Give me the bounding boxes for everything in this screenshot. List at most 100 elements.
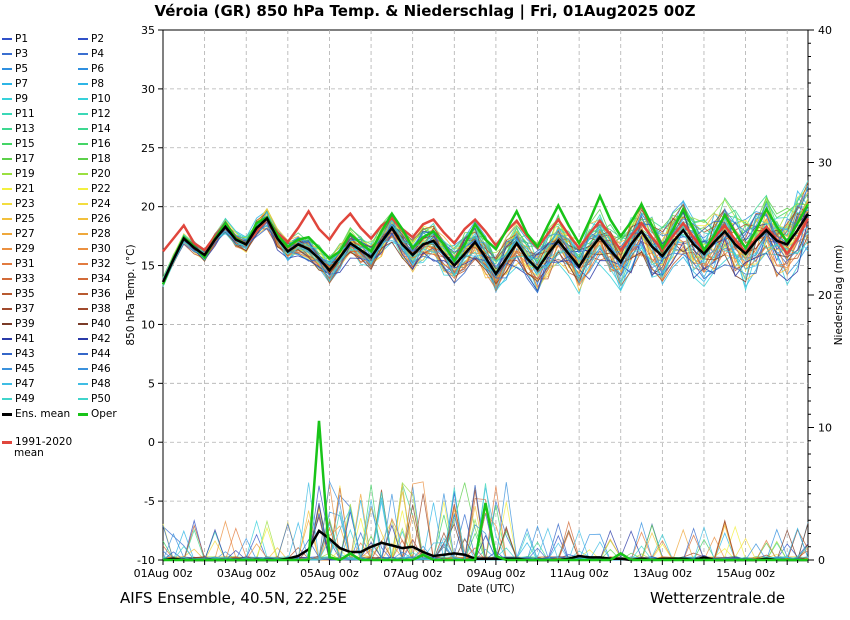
legend-label: Ens. mean bbox=[15, 408, 71, 420]
legend-item: P24 bbox=[78, 197, 111, 211]
legend-swatch bbox=[78, 278, 88, 280]
legend-swatch bbox=[78, 308, 88, 310]
legend-label: P15 bbox=[15, 138, 35, 150]
legend-label: P42 bbox=[91, 333, 111, 345]
legend-label: P7 bbox=[15, 78, 29, 90]
legend-label: P37 bbox=[15, 303, 35, 315]
legend-label: P40 bbox=[91, 318, 111, 330]
legend-swatch bbox=[2, 353, 12, 355]
legend-label: P29 bbox=[15, 243, 35, 255]
legend-label-climate-mean: mean bbox=[14, 447, 44, 459]
legend-item: P13 bbox=[2, 122, 35, 136]
legend-item: P35 bbox=[2, 287, 35, 301]
legend-swatch bbox=[78, 323, 88, 325]
legend-swatch bbox=[78, 368, 88, 370]
legend-item: P18 bbox=[78, 152, 111, 166]
legend-swatch bbox=[78, 98, 88, 100]
legend-swatch bbox=[2, 53, 12, 55]
chart-title: Véroia (GR) 850 hPa Temp. & Niederschlag… bbox=[154, 2, 696, 20]
legend-swatch bbox=[78, 53, 88, 55]
legend-label: P6 bbox=[91, 63, 105, 75]
legend-label: P48 bbox=[91, 378, 111, 390]
legend-item: P5 bbox=[2, 62, 28, 76]
legend-item: P27 bbox=[2, 227, 35, 241]
member-line-49 bbox=[162, 180, 809, 279]
legend-item: P7 bbox=[2, 77, 28, 91]
legend-label: P10 bbox=[91, 93, 111, 105]
x-tick-label: 07Aug 00z bbox=[383, 567, 442, 580]
legend-label: P13 bbox=[15, 123, 35, 135]
y-tick-label: 30 bbox=[141, 83, 155, 96]
legend-swatch bbox=[2, 323, 12, 325]
legend-label: P5 bbox=[15, 63, 29, 75]
legend-swatch bbox=[2, 440, 12, 444]
main-series bbox=[161, 192, 810, 562]
legend-item: P12 bbox=[78, 107, 111, 121]
legend-label: P2 bbox=[91, 33, 105, 45]
y-tick-label: 25 bbox=[141, 142, 155, 155]
legend-swatch bbox=[78, 113, 88, 115]
legend-label: P35 bbox=[15, 288, 35, 300]
legend-swatch bbox=[2, 83, 12, 85]
legend-swatch bbox=[78, 293, 88, 295]
legend-swatch bbox=[78, 128, 88, 130]
legend-item: P25 bbox=[2, 212, 35, 226]
legend-swatch bbox=[78, 68, 88, 70]
legend-item: P8 bbox=[78, 77, 104, 91]
legend-label: P19 bbox=[15, 168, 35, 180]
legend-item: P11 bbox=[2, 107, 35, 121]
legend-item: P1 bbox=[2, 32, 28, 46]
legend-swatch bbox=[2, 398, 12, 400]
legend-swatch bbox=[78, 218, 88, 220]
legend-swatch bbox=[2, 113, 12, 115]
y-tick-label: 35 bbox=[141, 24, 155, 37]
legend-swatch bbox=[2, 412, 12, 416]
legend-label: P36 bbox=[91, 288, 111, 300]
legend-item: P40 bbox=[78, 317, 111, 331]
legend-item: P33 bbox=[2, 272, 35, 286]
legend-swatch bbox=[2, 248, 12, 250]
legend-item: P4 bbox=[78, 47, 104, 61]
legend-item: P45 bbox=[2, 362, 35, 376]
model-info: AIFS Ensemble, 40.5N, 22.25E bbox=[120, 589, 348, 607]
y-tick-label: -5 bbox=[144, 495, 155, 508]
y2-tick-label: 10 bbox=[818, 422, 832, 435]
legend-swatch bbox=[78, 233, 88, 235]
legend-label: 1991-2020 bbox=[15, 436, 73, 448]
legend-swatch bbox=[2, 308, 12, 310]
x-axis-label: Date (UTC) bbox=[457, 583, 514, 595]
y-tick-label: -10 bbox=[137, 554, 155, 567]
grid bbox=[163, 30, 808, 560]
legend-swatch bbox=[78, 353, 88, 355]
legend-swatch bbox=[78, 173, 88, 175]
legend-swatch bbox=[2, 338, 12, 340]
legend-item: P42 bbox=[78, 332, 111, 346]
legend-item: P43 bbox=[2, 347, 35, 361]
legend-label: P17 bbox=[15, 153, 35, 165]
plot-area bbox=[162, 29, 809, 561]
legend-swatch bbox=[2, 173, 12, 175]
y-tick-label: 5 bbox=[148, 377, 155, 390]
legend-item: P47 bbox=[2, 377, 35, 391]
legend-item: P23 bbox=[2, 197, 35, 211]
legend-item: P22 bbox=[78, 182, 111, 196]
legend-item: P21 bbox=[2, 182, 35, 196]
legend-label: P39 bbox=[15, 318, 35, 330]
legend-item: P46 bbox=[78, 362, 111, 376]
legend-swatch bbox=[2, 98, 12, 100]
legend-label: P27 bbox=[15, 228, 35, 240]
legend-item: P31 bbox=[2, 257, 35, 271]
legend-item: P38 bbox=[78, 302, 111, 316]
legend-swatch bbox=[2, 188, 12, 190]
legend-label: P25 bbox=[15, 213, 35, 225]
legend-item: P14 bbox=[78, 122, 111, 136]
legend-label: P30 bbox=[91, 243, 111, 255]
legend-item: P19 bbox=[2, 167, 35, 181]
y-tick-label: 15 bbox=[141, 260, 155, 273]
legend-item: P39 bbox=[2, 317, 35, 331]
legend-item: P30 bbox=[78, 242, 111, 256]
legend-item-ens-mean: Ens. mean bbox=[2, 407, 70, 421]
legend-item: P49 bbox=[2, 392, 35, 406]
legend-item: P41 bbox=[2, 332, 35, 346]
